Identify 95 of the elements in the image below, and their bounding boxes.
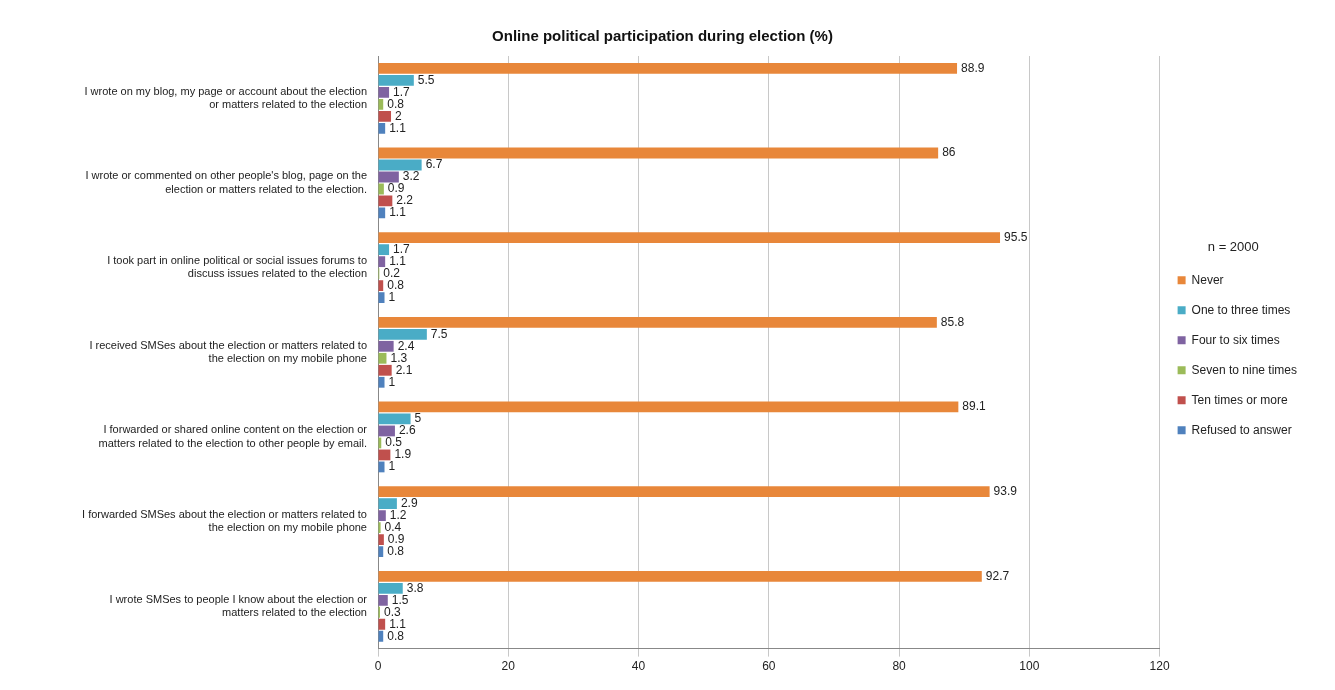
x-tick-label: 40 [631, 659, 646, 674]
bar [378, 498, 397, 510]
legend-label: Seven to nine times [1191, 362, 1298, 377]
data-label: 5.5 [417, 72, 435, 87]
data-label: 1.1 [389, 616, 407, 631]
bar [378, 570, 982, 582]
data-label: 1 [388, 289, 396, 304]
data-label: 0.9 [387, 531, 405, 546]
bar [378, 413, 411, 425]
data-label: 1.2 [389, 507, 407, 522]
data-label: 88.9 [961, 60, 985, 75]
bar [378, 292, 385, 304]
bar [378, 171, 399, 183]
bar [378, 522, 381, 534]
bar [378, 256, 386, 268]
data-label: 0.9 [387, 181, 405, 196]
bar [378, 86, 390, 98]
bar [378, 486, 990, 498]
x-tick-label: 100 [1019, 659, 1040, 674]
bar [378, 534, 384, 545]
y-tick-label: I forwarded or shared online content on the election or matters related to the election to other people by email. [98, 423, 368, 449]
data-label: 2.1 [395, 362, 413, 377]
legend-label: Never [1191, 272, 1224, 287]
data-label: 92.7 [985, 568, 1010, 583]
data-label: 1 [388, 459, 396, 474]
bar [378, 122, 386, 134]
data-label: 85.8 [940, 314, 965, 329]
data-label: 3.8 [406, 580, 424, 595]
data-label: 0.8 [387, 96, 405, 111]
data-label: 3.2 [402, 169, 420, 184]
data-label: 1 [388, 374, 396, 389]
y-tick-label: I wrote on my blog, my page or account about the election or matters related to the election [84, 84, 367, 110]
bar [378, 232, 1001, 244]
y-tick-label: I took part in online political or social issues forums to discuss issues related to the election [107, 254, 367, 280]
data-label: 1.1 [389, 253, 407, 268]
x-tick-label: 20 [501, 659, 516, 674]
legend-label: Ten times or more [1191, 392, 1288, 407]
bar [378, 594, 388, 606]
bar [378, 147, 939, 159]
data-label: 1.3 [390, 350, 408, 365]
data-label: 95.5 [1004, 229, 1028, 244]
data-label: 0.8 [387, 543, 405, 558]
data-label: 2.2 [396, 193, 414, 208]
data-label: 93.9 [993, 483, 1018, 498]
x-tick-label: 60 [762, 659, 776, 674]
bar [378, 159, 422, 171]
data-label: 0.4 [384, 519, 402, 534]
legend-title: n = 2000 [1207, 238, 1259, 254]
legend-label: Four to six times [1191, 332, 1280, 347]
data-label: 2 [395, 108, 403, 123]
data-label: 1.9 [394, 447, 412, 462]
bar [378, 510, 386, 522]
y-tick-label: I wrote SMSes to people I know about the election or matters related to the election [109, 592, 368, 618]
bar [378, 328, 427, 340]
data-label: 1.1 [389, 205, 407, 220]
data-label: 2.9 [400, 495, 418, 510]
bar [378, 618, 386, 630]
y-tick-label: I received SMSes about the election or matters related to the election on my mobile phone [89, 338, 367, 364]
y-tick-label: I wrote or commented on other people's blog, page on the election or matters related to the election. [85, 169, 367, 195]
data-label: 1.7 [393, 241, 411, 256]
legend-label: One to three times [1191, 302, 1291, 317]
x-tick-label: 120 [1149, 659, 1170, 674]
bar [378, 110, 392, 122]
bar [378, 352, 387, 364]
legend-label: Refused to answer [1191, 422, 1292, 437]
data-label: 0.3 [383, 604, 401, 619]
data-label: 0.8 [387, 277, 405, 292]
data-label: 1.1 [389, 120, 407, 135]
data-label: 2.6 [398, 423, 416, 438]
bar [378, 340, 394, 352]
y-tick-label: I forwarded SMSes about the election or matters related to the election on my mobile phone [82, 508, 367, 534]
data-label: 6.7 [425, 157, 443, 172]
bar [378, 376, 385, 388]
bar [378, 425, 395, 437]
bar [378, 582, 403, 594]
data-label: 2.4 [397, 338, 415, 353]
bar [378, 461, 385, 473]
data-label: 1.5 [391, 592, 409, 607]
data-label: 0.8 [387, 628, 405, 643]
bar [378, 401, 959, 413]
x-tick-label: 80 [892, 659, 907, 674]
x-tick-label: 0 [374, 659, 382, 674]
chart-title: Online political participation during election (%) [492, 27, 833, 45]
bar [378, 244, 390, 256]
bar [378, 74, 414, 86]
data-label: 86 [942, 145, 956, 160]
data-label: 1.7 [393, 84, 411, 99]
data-label: 5 [414, 411, 422, 426]
bar [378, 62, 958, 74]
data-label: 0.5 [385, 435, 403, 450]
data-label: 89.1 [962, 399, 987, 414]
bar [378, 316, 937, 328]
data-label: 0.2 [383, 265, 401, 280]
bar [378, 364, 392, 376]
data-label: 7.5 [430, 326, 448, 341]
